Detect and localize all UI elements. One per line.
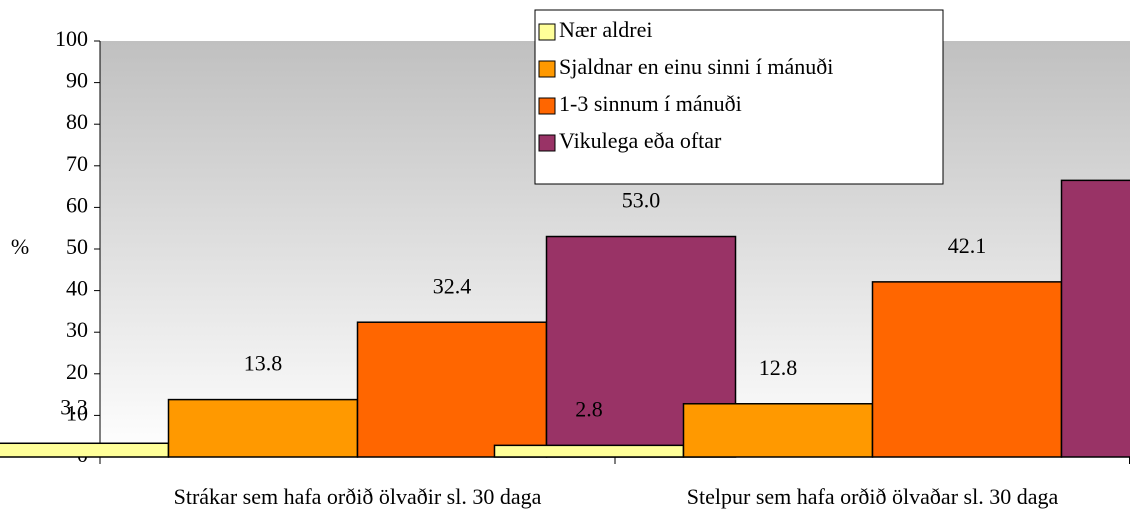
bar	[0, 442, 170, 458]
legend-box	[534, 9, 944, 185]
y-tick-label: 80	[66, 109, 88, 134]
bar	[167, 398, 359, 458]
y-tick-label: 20	[66, 359, 88, 384]
y-tick-label: 40	[66, 276, 88, 301]
legend-swatch	[538, 23, 556, 41]
legend-label: Sjaldnar en einu sinni í mánuði	[559, 54, 833, 79]
legend-label: Vikulega eða oftar	[559, 128, 722, 153]
value-label: 53.0	[622, 188, 661, 213]
value-label: 3.3	[60, 394, 88, 419]
y-tick-label: 100	[55, 26, 88, 51]
legend-label: Nær aldrei	[559, 17, 652, 42]
legend-label: 1-3 sinnum í mánuði	[559, 91, 742, 116]
x-tick-label: Strákar sem hafa orðið ölvaðir sl. 30 da…	[174, 484, 542, 509]
bar	[871, 281, 1063, 458]
value-label: 32.4	[433, 273, 472, 298]
x-tick-label: Stelpur sem hafa orðið ölvaðar sl. 30 da…	[687, 484, 1059, 509]
bar	[493, 444, 685, 458]
y-tick-label: 10	[66, 400, 88, 425]
y-tick-label: 50	[66, 234, 88, 259]
value-label: 42.1	[948, 233, 987, 258]
value-label: 2.8	[575, 396, 603, 421]
bar	[682, 403, 874, 458]
legend-swatch	[538, 97, 556, 115]
y-tick-label: 60	[66, 192, 88, 217]
bar	[1060, 179, 1130, 458]
y-tick-label: 70	[66, 151, 88, 176]
legend-swatch	[538, 134, 556, 152]
y-axis-label: %	[11, 234, 29, 259]
y-tick-label: 90	[66, 68, 88, 93]
value-label: 13.8	[244, 351, 283, 376]
bar	[356, 321, 548, 458]
value-label: 12.8	[759, 355, 798, 380]
y-tick-label: 30	[66, 317, 88, 342]
legend-swatch	[538, 60, 556, 78]
